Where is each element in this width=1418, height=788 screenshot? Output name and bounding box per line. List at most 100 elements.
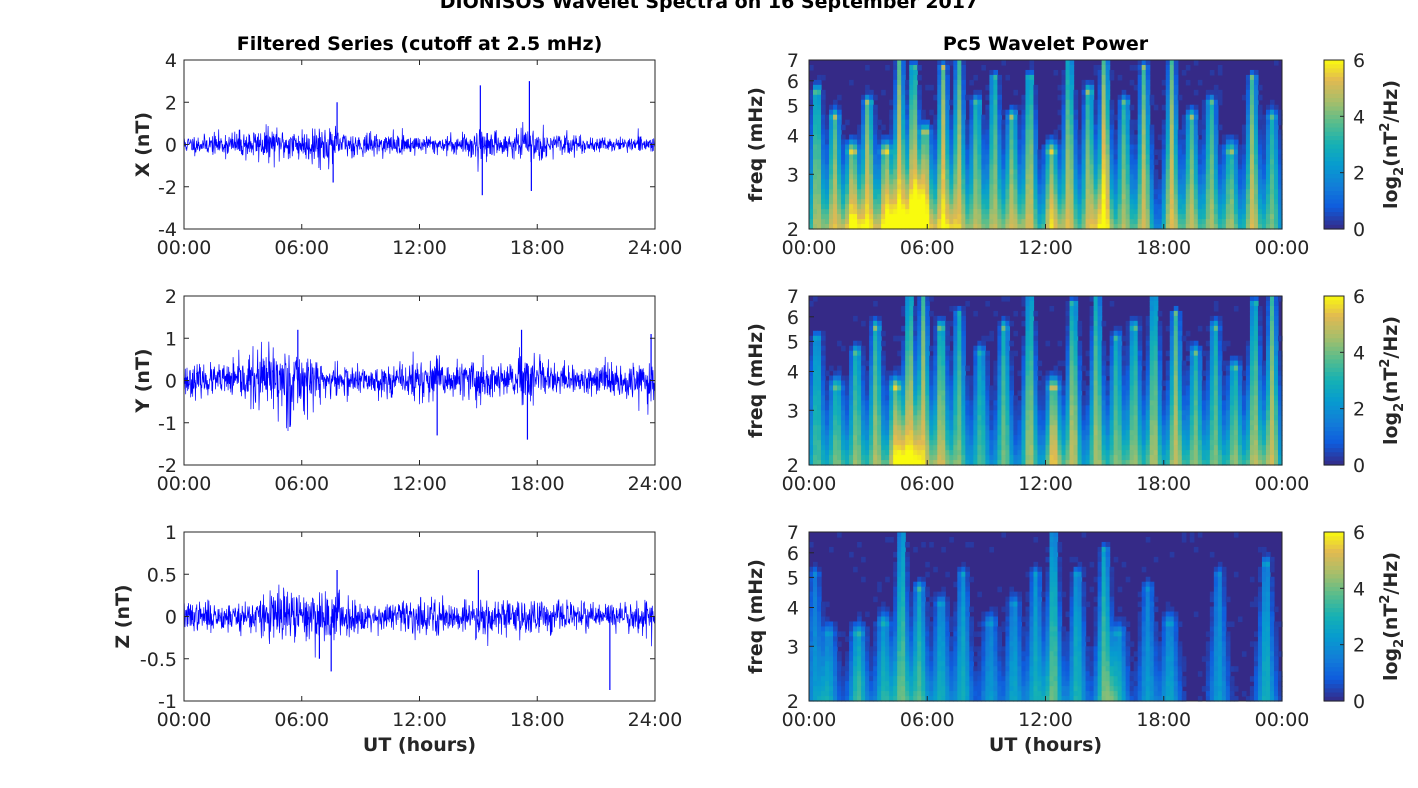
heatmap-cell: [1009, 435, 1015, 441]
heatmap-cell: [1253, 124, 1259, 131]
heatmap-cell: [1057, 375, 1063, 382]
heatmap-cell: [1185, 159, 1191, 165]
heatmap-cell: [1109, 219, 1115, 225]
heatmap-cell: [861, 129, 866, 136]
heatmap-cell: [945, 385, 950, 392]
heatmap-cell: [973, 169, 978, 175]
heatmap-cell: [941, 345, 946, 352]
heatmap-cell: [993, 89, 998, 96]
heatmap-cell: [957, 455, 962, 461]
heatmap-cell: [869, 209, 874, 215]
heatmap-cell: [917, 94, 922, 101]
heatmap-cell: [1133, 144, 1139, 151]
heatmap-cell: [849, 400, 854, 406]
heatmap-cell: [913, 129, 918, 136]
heatmap-cell: [1089, 114, 1095, 121]
heatmap-cell: [1213, 134, 1219, 141]
heatmap-cell: [1249, 89, 1255, 96]
heatmap-cell: [1249, 84, 1255, 91]
heatmap-cell: [1033, 390, 1039, 397]
heatmap-cell: [861, 224, 866, 230]
heatmap-cell: [909, 124, 914, 131]
heatmap-cell: [1013, 119, 1019, 126]
heatmap-cell: [853, 455, 858, 461]
heatmap-cell: [973, 99, 978, 106]
heatmap-cell: [941, 109, 946, 116]
heatmap-cell: [985, 119, 990, 126]
heatmap-cell: [873, 129, 878, 136]
heatmap-cell: [1145, 149, 1151, 156]
heatmap-cell: [1037, 380, 1043, 387]
heatmap-cell: [1249, 224, 1255, 230]
series-line: [183, 341, 656, 432]
heatmap-cell: [953, 74, 958, 81]
heatmap-cell: [1065, 330, 1071, 337]
heatmap-cell: [989, 420, 994, 426]
heatmap-cell: [1009, 385, 1015, 392]
heatmap-cell: [897, 420, 902, 426]
heatmap-cell: [937, 199, 942, 205]
heatmap-cell: [861, 345, 866, 352]
heatmap-cell: [1081, 129, 1087, 136]
heatmap-cell: [877, 460, 882, 466]
heatmap-cell: [809, 214, 814, 220]
heatmap-cell: [1265, 154, 1271, 161]
heatmap-cell: [817, 134, 822, 141]
heatmap-cell: [901, 395, 906, 401]
heatmap-cell: [861, 94, 866, 101]
heatmap-cell: [981, 169, 986, 175]
heatmap-cell: [1229, 144, 1235, 151]
heatmap-cell: [989, 169, 994, 175]
heatmap-cell: [901, 79, 906, 86]
heatmap-cell: [1121, 214, 1127, 220]
heatmap-cell: [813, 405, 818, 411]
heatmap-cell: [1013, 194, 1019, 200]
heatmap-cell: [1205, 224, 1211, 230]
heatmap-cell: [977, 400, 982, 406]
heatmap-cell: [829, 375, 834, 382]
heatmap-cell: [837, 375, 842, 382]
heatmap-cell: [1205, 194, 1211, 200]
heatmap-cell: [1069, 214, 1075, 220]
heatmap-cell: [901, 184, 906, 190]
heatmap-cell: [821, 134, 826, 141]
heatmap-cell: [1201, 174, 1207, 180]
heatmap-cell: [1101, 129, 1107, 136]
heatmap-cell: [957, 64, 962, 71]
heatmap-cell: [997, 169, 1003, 175]
heatmap-cell: [857, 204, 862, 210]
heatmap-cell: [1009, 204, 1015, 210]
heatmap-cell: [1133, 124, 1139, 131]
y-tick-label: 2: [165, 286, 177, 308]
heatmap-cell: [1221, 209, 1227, 215]
heatmap-cell: [873, 320, 878, 327]
heatmap-cell: [945, 214, 950, 220]
heatmap-cell: [993, 360, 998, 367]
heatmap-cell: [1117, 129, 1123, 136]
heatmap-cell: [849, 370, 854, 377]
heatmap-cell: [957, 350, 962, 357]
heatmap-cell: [981, 435, 986, 441]
heatmap-cell: [981, 450, 986, 456]
heatmap-cell: [941, 189, 946, 195]
heatmap-cell: [977, 184, 982, 190]
heatmap-cell: [889, 209, 894, 215]
heatmap-cell: [1137, 99, 1143, 106]
heatmap-cell: [1045, 460, 1051, 466]
heatmap-cell: [885, 435, 890, 441]
heatmap-cell: [1253, 149, 1259, 156]
heatmap-cell: [901, 425, 906, 431]
heatmap-cell: [1277, 179, 1283, 185]
heatmap-cell: [1065, 315, 1071, 322]
heatmap-cell: [873, 315, 878, 322]
heatmap-cell: [1049, 149, 1055, 156]
heatmap-cell: [1245, 94, 1251, 101]
heatmap-cell: [1029, 370, 1035, 377]
heatmap-cell: [1033, 114, 1039, 121]
heatmap-cell: [1193, 129, 1199, 136]
heatmap-cell: [1037, 224, 1043, 230]
heatmap-cell: [1065, 184, 1071, 190]
heatmap-cell: [1009, 405, 1015, 411]
heatmap-cell: [1249, 74, 1255, 81]
heatmap-cell: [973, 194, 978, 200]
